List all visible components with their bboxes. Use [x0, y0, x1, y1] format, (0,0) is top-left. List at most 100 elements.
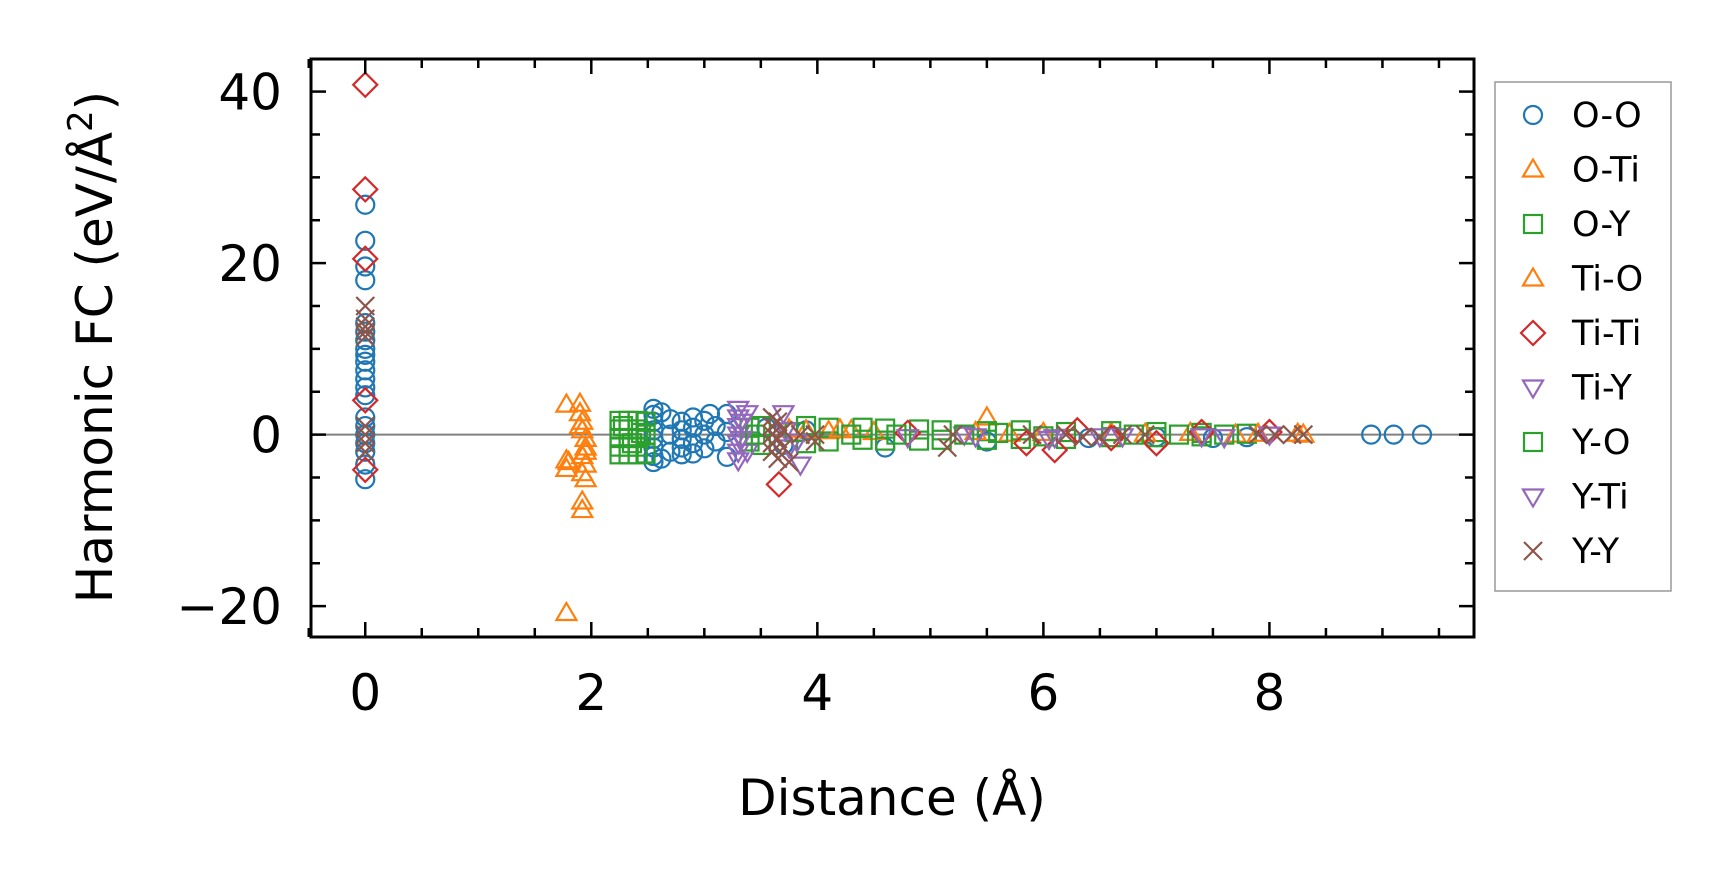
legend-item-y-ti: Y-Ti: [1521, 478, 1629, 518]
marker-x-stroke: [355, 327, 376, 347]
data-point: [1090, 427, 1110, 447]
marker-circle: [355, 377, 376, 398]
marker-circle: [660, 441, 681, 462]
data-point: [351, 175, 379, 203]
marker-x-stroke: [1073, 427, 1093, 447]
marker-x-stroke: [355, 433, 376, 453]
marker-circle: [660, 409, 681, 430]
data-point: [1123, 424, 1144, 445]
data-point: [852, 417, 873, 438]
data-point: [954, 424, 975, 445]
x-tick-label: 6: [1027, 664, 1059, 722]
x-icon: [1523, 541, 1543, 561]
y-tick-label: 40: [218, 64, 282, 122]
data-point: [568, 413, 592, 435]
marker-square: [1010, 428, 1031, 450]
marker-x-stroke: [1112, 424, 1133, 445]
marker-x-stroke: [1135, 424, 1155, 445]
marker-triangle-up: [963, 419, 988, 441]
data-point: [705, 415, 726, 437]
marker-triangle-down: [963, 428, 988, 449]
marker-triangle-up: [1133, 421, 1158, 442]
marker-triangle-down: [1212, 429, 1237, 450]
marker-triangle-down: [729, 430, 754, 452]
data-point: [556, 449, 581, 471]
data-point: [1037, 430, 1061, 452]
data-point: [568, 401, 592, 422]
data-point: [779, 452, 799, 472]
plot-frame: [309, 57, 1476, 639]
data-point: [1188, 418, 1216, 446]
data-point: [355, 416, 376, 436]
marker-x-stroke: [1056, 424, 1076, 445]
y-axis-label-superscript: 2: [61, 110, 101, 132]
data-point: [875, 418, 896, 439]
marker-x-stroke: [355, 316, 376, 337]
data-point: [573, 467, 598, 488]
data-point: [355, 321, 376, 342]
marker-triangle-up: [573, 467, 598, 488]
marker-x-stroke: [773, 420, 794, 441]
square-icon: [1522, 213, 1544, 235]
marker-triangle-up: [974, 405, 999, 426]
marker-circle: [355, 338, 376, 359]
data-point: [726, 452, 751, 473]
data-point: [1189, 428, 1214, 449]
data-point: [355, 316, 376, 337]
legend: O-O O-Ti O-Y Ti-O Ti-Ti Ti-Y Y-O Y-Ti Y-Y: [1494, 81, 1672, 592]
marker-triangle-up: [1223, 422, 1248, 443]
marker-x-stroke: [805, 424, 825, 445]
marker-triangle-down: [729, 413, 754, 434]
data-point: [355, 344, 376, 365]
data-point: [788, 456, 813, 477]
data-point: [1135, 424, 1155, 445]
data-point: [635, 443, 656, 464]
marker-square: [635, 443, 656, 464]
data-point: [682, 443, 704, 464]
marker-triangle-up: [828, 417, 852, 438]
data-point: [1212, 429, 1237, 450]
marker-circle: [671, 437, 692, 458]
data-point: [805, 431, 825, 452]
marker-x-stroke: [1265, 424, 1285, 445]
data-point: [671, 428, 692, 450]
marker-circle: [1522, 104, 1544, 126]
marker-triangle-up: [1521, 157, 1545, 178]
x-tick-label: 2: [575, 664, 607, 722]
marker-triangle-down: [1037, 430, 1061, 452]
data-point: [735, 443, 760, 464]
legend-label: Ti-O: [1571, 260, 1643, 300]
marker-circle: [1411, 424, 1433, 445]
marker-x-stroke: [355, 424, 376, 445]
marker-triangle-down: [1042, 429, 1067, 450]
data-point: [554, 456, 579, 478]
data-point: [1010, 428, 1031, 450]
marker-square: [954, 424, 975, 445]
marker-square: [852, 417, 873, 438]
marker-circle: [355, 454, 376, 475]
data-point: [997, 421, 1022, 442]
data-point: [1110, 428, 1135, 449]
marker-triangle-down: [895, 429, 920, 450]
marker-square: [875, 430, 896, 451]
y-tick-label: 20: [218, 235, 282, 293]
marker-triangle-up: [568, 413, 592, 435]
data-point: [988, 422, 1009, 443]
marker-x-stroke: [779, 452, 799, 472]
marker-diamond: [351, 456, 379, 484]
marker-square: [1168, 424, 1190, 445]
data-point: [1361, 424, 1382, 445]
marker-x-stroke: [355, 441, 376, 462]
marker-triangle-up: [573, 452, 598, 473]
data-point: [355, 256, 376, 277]
marker-x-stroke: [790, 424, 811, 445]
legend-label: Y-Y: [1571, 532, 1620, 572]
data-point: [660, 409, 681, 430]
data-point: [355, 424, 376, 445]
marker-x-stroke: [1090, 427, 1110, 447]
legend-label: Ti-Ti: [1571, 314, 1641, 354]
marker-circle: [682, 443, 704, 464]
x-tick-label: 8: [1254, 664, 1286, 722]
marker-square: [988, 422, 1009, 443]
